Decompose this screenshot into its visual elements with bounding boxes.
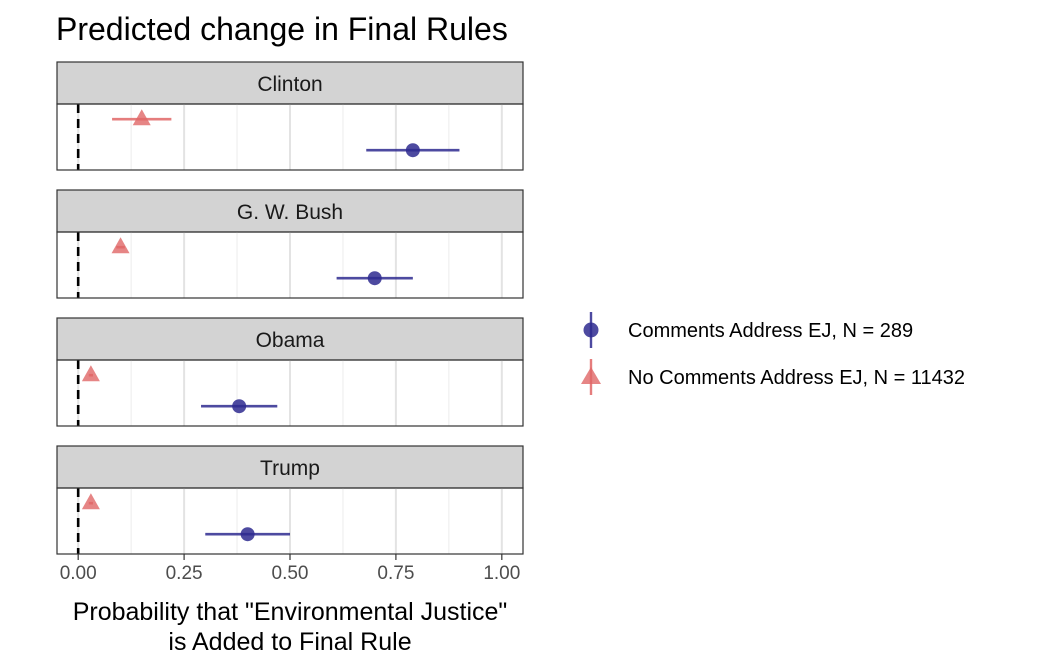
strip-background bbox=[56, 61, 524, 105]
legend-label: Comments Address EJ, N = 289 bbox=[628, 320, 913, 342]
chart-title: Predicted change in Final Rules bbox=[56, 11, 508, 47]
facet-trump: Trump bbox=[56, 445, 524, 555]
strip-background bbox=[56, 445, 524, 489]
x-tick-label: 0.75 bbox=[377, 563, 414, 584]
point-circle bbox=[405, 143, 420, 158]
strip-label: Trump bbox=[260, 457, 320, 480]
legend: Comments Address EJ, N = 289 No Comments … bbox=[581, 312, 965, 395]
legend-label: No Comments Address EJ, N = 11432 bbox=[628, 367, 965, 389]
strip-background bbox=[56, 189, 524, 233]
panel-border bbox=[56, 103, 524, 171]
x-tick-label: 1.00 bbox=[483, 563, 520, 584]
strip-label: G. W. Bush bbox=[237, 201, 343, 224]
facet-panels: Clinton G. W. Bush Obama Trump bbox=[56, 61, 524, 555]
x-axis-title: Probability that "Environmental Justice"… bbox=[73, 598, 508, 656]
facet-clinton: Clinton bbox=[56, 61, 524, 171]
facet-obama: Obama bbox=[56, 317, 524, 427]
panel-border bbox=[56, 231, 524, 299]
point-circle bbox=[367, 271, 382, 286]
facet-g-w-bush: G. W. Bush bbox=[56, 189, 524, 299]
x-axis: 0.00 0.25 0.50 0.75 1.00 bbox=[60, 554, 520, 584]
panel-border bbox=[56, 359, 524, 427]
point-triangle bbox=[81, 493, 100, 510]
strip-background bbox=[56, 317, 524, 361]
point-triangle bbox=[81, 365, 100, 382]
legend-key-circle bbox=[583, 322, 599, 338]
x-axis-title-line: Probability that "Environmental Justice" bbox=[73, 598, 508, 626]
x-tick-label: 0.25 bbox=[166, 563, 203, 584]
legend-key-triangle bbox=[581, 367, 601, 384]
x-axis-title-line: is Added to Final Rule bbox=[168, 628, 411, 656]
point-triangle bbox=[132, 109, 151, 126]
point-circle bbox=[232, 399, 247, 414]
x-tick-label: 0.00 bbox=[60, 563, 97, 584]
x-tick-label: 0.50 bbox=[272, 563, 309, 584]
strip-label: Clinton bbox=[257, 73, 322, 96]
point-triangle bbox=[111, 237, 130, 254]
strip-label: Obama bbox=[256, 329, 325, 352]
point-circle bbox=[240, 527, 255, 542]
